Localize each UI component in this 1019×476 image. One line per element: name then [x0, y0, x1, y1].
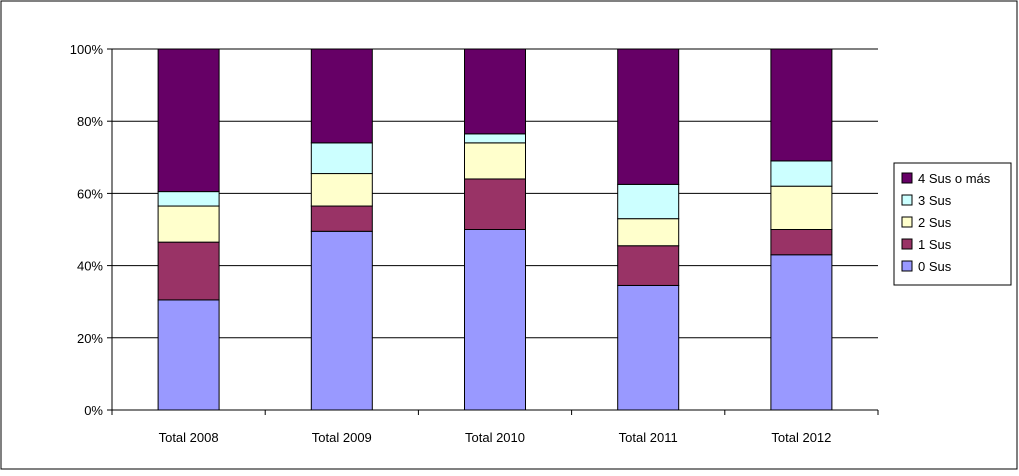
bar-segment	[310, 230, 373, 411]
bar-segment	[310, 48, 373, 144]
y-tick-label: 80%	[77, 114, 103, 129]
legend-label: 1 Sus	[918, 237, 952, 252]
legend-swatch	[901, 172, 913, 184]
bar-segment	[617, 183, 680, 220]
x-tick-label: Total 2009	[312, 430, 372, 445]
legend-swatch	[901, 194, 913, 206]
x-tick-label: Total 2011	[619, 430, 678, 445]
x-tick-label: Total 2010	[465, 430, 525, 445]
y-tick-label: 0%	[84, 403, 103, 418]
bar-segment	[770, 185, 833, 230]
bar-segment	[310, 173, 373, 207]
bar-segment	[310, 142, 373, 175]
bar-segment	[770, 229, 833, 256]
legend-label: 0 Sus	[918, 259, 952, 274]
bar-segment	[157, 48, 220, 193]
bar-segment	[617, 48, 680, 185]
bar-segment	[157, 205, 220, 243]
bar-segment	[464, 133, 526, 144]
bar-segment	[617, 218, 680, 247]
bar-segment	[770, 48, 833, 162]
bar-segment	[617, 284, 680, 411]
bar-segment	[157, 299, 220, 411]
y-tick-label: 60%	[77, 186, 103, 201]
bar-segment	[464, 48, 526, 135]
bar-segment	[310, 205, 373, 232]
bar-segment	[157, 241, 220, 301]
legend-swatch	[901, 216, 913, 228]
bar-segment	[770, 160, 833, 187]
legend-swatch	[901, 238, 913, 250]
legend: 4 Sus o más 3 Sus 2 Sus 1 Sus 0 Sus	[893, 162, 1012, 286]
axes: 0% 20% 40% 60% 80% 100% Total 2008 Total 2009 To…	[70, 42, 879, 445]
bars	[157, 48, 833, 411]
y-tick-label: 40%	[77, 259, 103, 274]
legend-label: 4 Sus o más	[918, 171, 991, 186]
x-tick-label: Total 2012	[771, 430, 831, 445]
bar-segment	[157, 191, 220, 207]
legend-swatch	[901, 260, 913, 272]
bar-segment	[464, 142, 526, 180]
bar-segment	[617, 245, 680, 286]
legend-label: 2 Sus	[918, 215, 952, 230]
bar-segment	[464, 178, 526, 231]
legend-box	[893, 162, 1012, 286]
y-tick-label: 20%	[77, 331, 103, 346]
x-tick-label: Total 2008	[159, 430, 219, 445]
bar-segment	[464, 229, 526, 411]
y-tick-label: 100%	[70, 42, 104, 57]
legend-label: 3 Sus	[918, 193, 952, 208]
bar-segment	[770, 254, 833, 411]
